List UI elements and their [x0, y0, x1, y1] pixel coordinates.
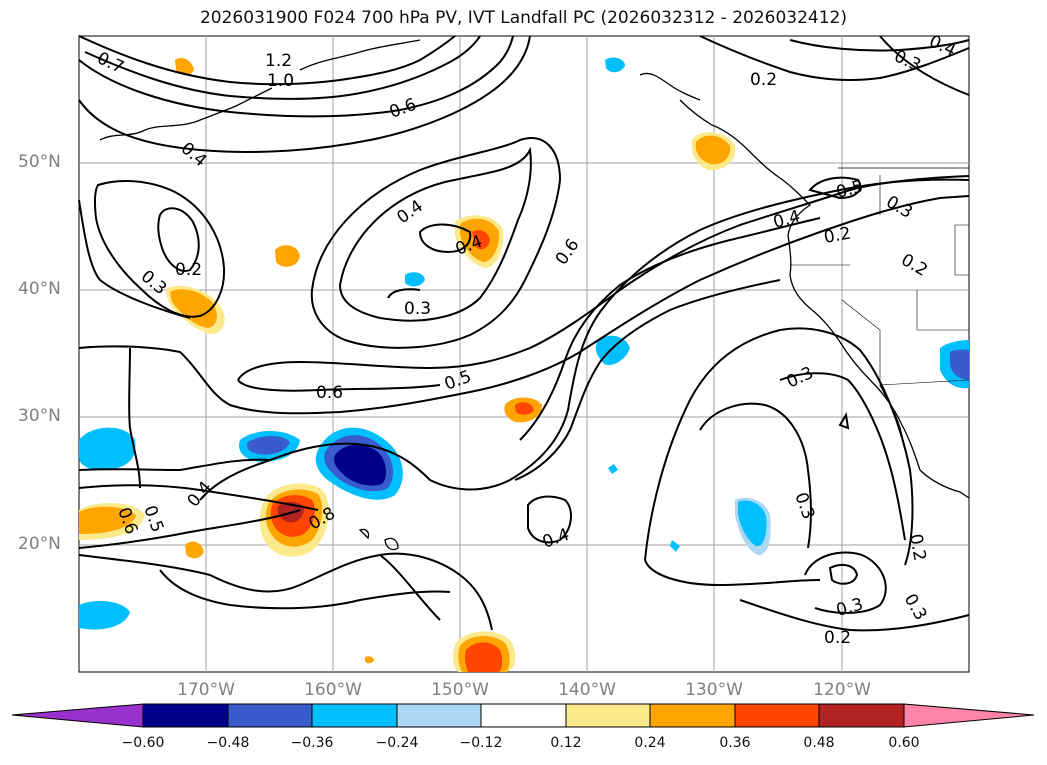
colorbar-tick: 0.36 [719, 735, 751, 751]
contour-label: 1.2 [265, 51, 292, 71]
colorbar-tick: −0.24 [375, 735, 419, 751]
lon-label-150w: 150°W [431, 680, 489, 700]
map-title: 2026031900 F024 700 hPa PV, IVT Landfall… [199, 8, 847, 28]
colorbar-tick: 0.48 [803, 735, 835, 751]
colorbar-tick: 0.24 [634, 735, 666, 751]
colorbar-tick: 0.12 [550, 735, 582, 751]
colorbar-tick: −0.12 [459, 735, 503, 751]
lon-label-120w: 120°W [813, 680, 871, 700]
contour-label: 0.2 [175, 260, 202, 280]
lon-label-160w: 160°W [304, 680, 362, 700]
colorbar-tick: −0.48 [206, 735, 250, 751]
contour-label: 0.3 [404, 299, 431, 319]
lon-label-130w: 130°W [685, 680, 743, 700]
colorbar-under-arrow [11, 703, 144, 728]
contour-label: 0.2 [822, 224, 852, 248]
ivt-fill-regions [79, 57, 969, 672]
lat-label-50n: 50°N [18, 152, 61, 172]
colorbar-tick: −0.60 [121, 735, 165, 751]
lat-label-40n: 40°N [18, 279, 61, 299]
lat-label-20n: 20°N [18, 534, 61, 554]
colorbar-over-arrow [903, 703, 1035, 728]
colorbar-tick: −0.36 [290, 735, 334, 751]
contour-label: 0.2 [905, 532, 929, 562]
pv-contours [78, 35, 970, 632]
colorbar-segment [396, 703, 482, 728]
colorbar-segment [480, 703, 567, 728]
colorbar-segment [818, 703, 905, 728]
colorbar-segment [227, 703, 313, 728]
colorbar-segment [734, 703, 820, 728]
colorbar-segment [649, 703, 736, 728]
colorbar-segment [311, 703, 398, 728]
lat-label-30n: 30°N [18, 406, 61, 426]
colorbar-segment [565, 703, 651, 728]
colorbar-tick: 0.60 [888, 735, 920, 751]
colorbar [11, 703, 1035, 728]
contour-label: 0.6 [316, 383, 343, 403]
contour-label: 0.2 [750, 70, 777, 90]
lon-label-140w: 140°W [558, 680, 616, 700]
lon-label-170w: 170°W [177, 680, 235, 700]
contour-label: 1.0 [267, 71, 294, 91]
contour-label: 0.2 [824, 628, 851, 648]
colorbar-segment [142, 703, 229, 728]
